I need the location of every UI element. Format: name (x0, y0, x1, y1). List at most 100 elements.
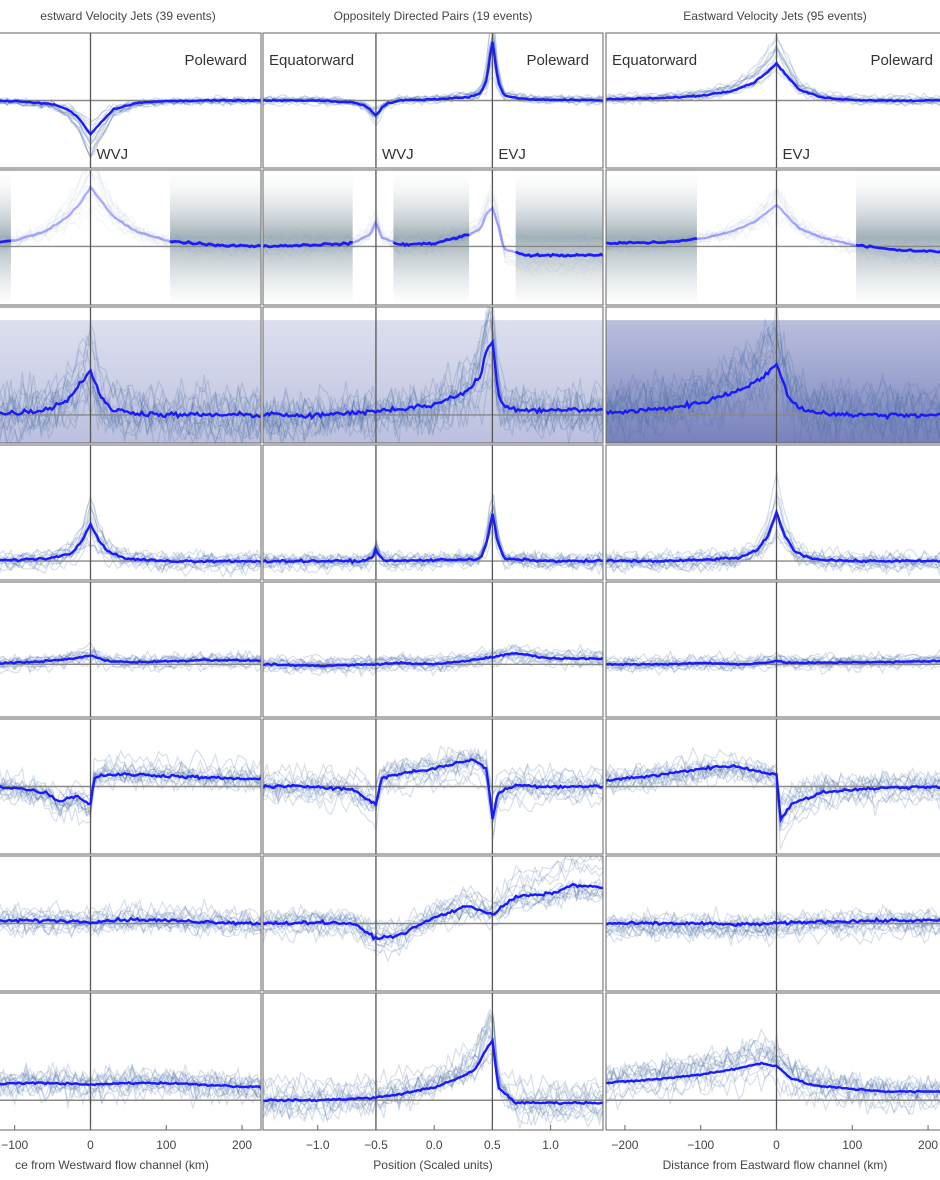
panel-pairs-row-2 (263, 170, 603, 305)
panel-frame (0, 444, 262, 581)
panel-frame (262, 306, 604, 444)
event-trace (263, 753, 603, 822)
event-trace (263, 1046, 603, 1100)
panel-frame (605, 855, 940, 992)
panel-frame (605, 581, 940, 718)
event-trace (263, 748, 603, 817)
x-tick-label: 100 (842, 1138, 862, 1152)
mean-trace (606, 1061, 940, 1094)
event-trace (263, 377, 603, 443)
panel-frame (0, 306, 262, 444)
panel-wvj-row-2 (0, 170, 261, 305)
mean-trace-highlight (515, 250, 603, 259)
event-trace (263, 755, 603, 821)
panel-pairs-row-1: Equatorward Poleward WVJ EVJ (263, 33, 603, 168)
panel-wvj-row-6 (0, 719, 261, 854)
highlight-band (170, 170, 261, 305)
jet-label: WVJ (382, 146, 414, 163)
panel-pairs-row-5 (263, 582, 603, 717)
event-trace (263, 349, 603, 433)
panel-frame (0, 855, 262, 992)
event-trace (263, 647, 603, 673)
mean-trace (0, 1080, 261, 1089)
panel-frame (262, 169, 604, 306)
event-trace (263, 772, 603, 808)
panel-frame (262, 718, 604, 855)
equatorward-label: Equatorward (269, 52, 354, 69)
mean-trace (0, 771, 261, 806)
column-title: Eastward Velocity Jets (95 events) (683, 9, 866, 23)
event-trace (263, 58, 603, 117)
event-trace (263, 881, 603, 957)
event-trace (263, 376, 603, 443)
event-trace (263, 745, 603, 796)
panel-wvj-row-4 (0, 445, 261, 580)
panel-frame (0, 32, 262, 169)
panel-pairs-row-3 (263, 307, 603, 443)
event-trace (263, 746, 603, 836)
equatorward-label: Equatorward (612, 52, 697, 69)
mean-trace-highlight (855, 243, 940, 254)
x-tick-label: −100 (1, 1138, 28, 1152)
poleward-label: Poleward (184, 52, 247, 69)
mean-trace-highlight (392, 233, 470, 248)
mean-trace (263, 513, 603, 565)
mean-trace (606, 61, 940, 103)
x-tick-label: 0 (87, 1138, 94, 1152)
mean-trace (263, 651, 603, 668)
panel-wvj-row-5 (0, 582, 261, 717)
event-trace (263, 33, 603, 120)
event-trace (263, 1016, 603, 1103)
event-trace (263, 1051, 603, 1111)
panel-frame (605, 32, 940, 169)
event-trace (263, 33, 603, 117)
x-axis-label: Position (Scaled units) (373, 1158, 492, 1172)
panel-frame (0, 992, 262, 1131)
event-trace (263, 330, 603, 443)
x-tick-label: −1.0 (306, 1138, 330, 1152)
panel-wvj-row-8 (0, 993, 261, 1130)
event-trace (263, 879, 603, 942)
event-trace (263, 653, 603, 678)
mean-trace (606, 763, 940, 824)
event-trace (263, 773, 603, 809)
event-trace (263, 309, 603, 436)
event-trace (263, 886, 603, 944)
event-trace (263, 34, 603, 118)
event-trace (263, 643, 603, 668)
event-trace (263, 859, 603, 943)
highlight-band (0, 170, 11, 305)
mean-trace (263, 41, 603, 117)
highlight-band (606, 170, 697, 305)
event-trace (263, 59, 603, 110)
panel-pairs-row-6 (263, 719, 603, 854)
event-trace (263, 644, 603, 668)
panel-evj-row-2 (606, 170, 940, 305)
panel-evj-row-1: Equatorward Poleward EVJ (606, 33, 940, 168)
event-trace (263, 1025, 603, 1127)
event-trace (263, 647, 603, 668)
panel-pairs-row-8 (263, 993, 603, 1130)
mean-trace (263, 338, 603, 421)
mean-trace (606, 362, 940, 421)
column-title: estward Velocity Jets (39 events) (40, 9, 215, 23)
event-trace (263, 747, 603, 794)
mean-trace (0, 98, 261, 137)
event-trace (263, 493, 603, 574)
event-trace (263, 360, 603, 435)
mean-trace (606, 916, 940, 928)
mean-trace (263, 758, 603, 820)
highlight-band (263, 170, 353, 305)
mean-trace (606, 508, 940, 564)
event-trace (263, 1008, 603, 1112)
panel-evj-row-7 (606, 856, 940, 991)
x-tick-label: 200 (232, 1138, 252, 1152)
panel-frame (605, 718, 940, 855)
event-trace (263, 763, 603, 839)
mean-trace-highlight (169, 239, 261, 249)
panel-frame (262, 855, 604, 992)
x-tick-label: −0.5 (364, 1138, 388, 1152)
highlight-band (515, 170, 603, 305)
